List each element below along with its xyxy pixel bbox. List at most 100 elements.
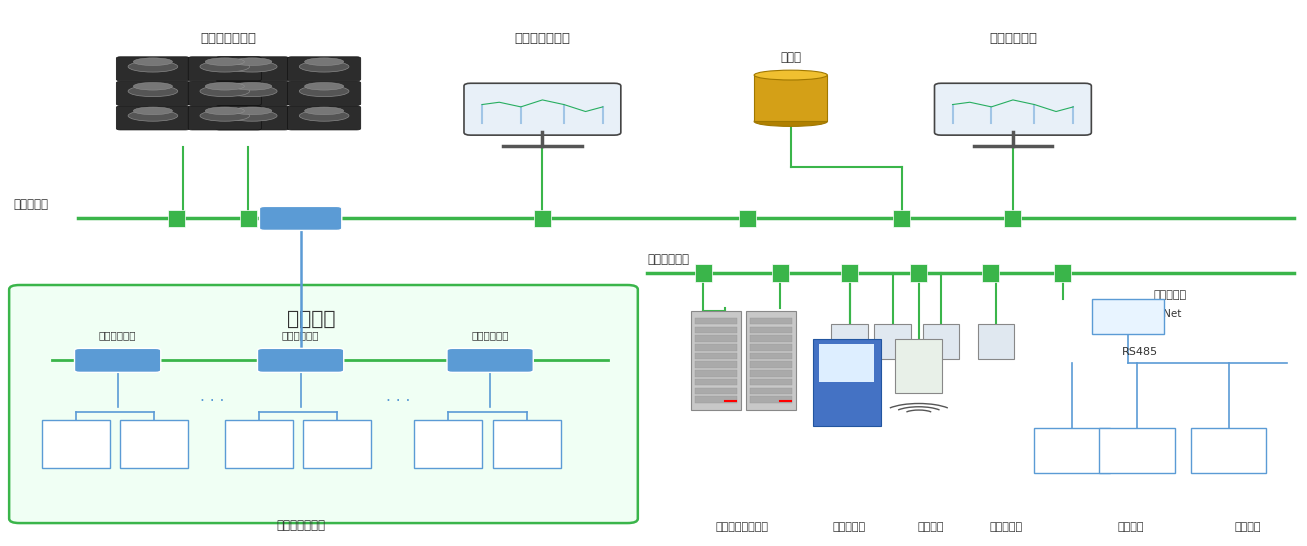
- Text: 通讯管理机: 通讯管理机: [1153, 290, 1187, 300]
- FancyBboxPatch shape: [188, 81, 261, 105]
- Ellipse shape: [133, 58, 173, 66]
- Bar: [750, 327, 792, 333]
- Ellipse shape: [200, 110, 250, 121]
- Bar: [167, 210, 186, 227]
- Bar: [695, 361, 737, 368]
- Bar: [1091, 299, 1163, 334]
- Bar: [695, 388, 737, 394]
- Ellipse shape: [227, 61, 277, 72]
- Text: 无线测温: 无线测温: [918, 523, 944, 532]
- Bar: [750, 353, 792, 359]
- Ellipse shape: [305, 82, 344, 90]
- FancyBboxPatch shape: [935, 83, 1091, 135]
- Ellipse shape: [200, 61, 250, 72]
- Bar: [695, 327, 737, 333]
- Bar: [691, 311, 741, 410]
- Bar: [120, 420, 188, 468]
- Text: 筱变测控: 筱变测控: [325, 440, 349, 449]
- Ellipse shape: [205, 82, 244, 90]
- Text: 风电场监控系统: 风电场监控系统: [515, 32, 570, 45]
- Text: 运维中心平台: 运维中心平台: [989, 32, 1036, 45]
- Bar: [819, 344, 874, 382]
- Ellipse shape: [233, 82, 272, 90]
- Ellipse shape: [305, 58, 344, 66]
- Text: 风机PLC: 风机PLC: [61, 440, 90, 449]
- Bar: [754, 75, 827, 122]
- FancyBboxPatch shape: [464, 83, 621, 135]
- Bar: [750, 344, 792, 351]
- Text: 温度、档位: 温度、档位: [989, 523, 1023, 532]
- FancyBboxPatch shape: [257, 348, 344, 372]
- Bar: [414, 420, 482, 468]
- Bar: [303, 420, 371, 468]
- Text: 智能设备: 智能设备: [1216, 446, 1242, 455]
- Bar: [894, 210, 910, 227]
- Text: 直流系统: 直流系统: [1124, 446, 1150, 455]
- Ellipse shape: [133, 82, 173, 90]
- Ellipse shape: [299, 110, 349, 121]
- Text: 其它设备: 其它设备: [1235, 523, 1261, 532]
- Bar: [750, 396, 792, 403]
- Text: · · ·: · · ·: [200, 394, 223, 409]
- Bar: [533, 210, 552, 227]
- FancyBboxPatch shape: [288, 81, 361, 105]
- Ellipse shape: [233, 58, 272, 66]
- Text: 环网光交换机: 环网光交换机: [282, 330, 319, 340]
- Bar: [750, 388, 792, 394]
- FancyBboxPatch shape: [116, 57, 190, 81]
- Bar: [923, 323, 959, 359]
- Bar: [493, 420, 561, 468]
- Text: 风机PLC: 风机PLC: [244, 440, 273, 449]
- FancyBboxPatch shape: [188, 57, 261, 81]
- Bar: [983, 264, 999, 282]
- FancyBboxPatch shape: [288, 57, 361, 81]
- Bar: [42, 420, 110, 468]
- Bar: [910, 264, 928, 282]
- Ellipse shape: [299, 86, 349, 97]
- Text: RS485: RS485: [1121, 347, 1158, 357]
- Ellipse shape: [128, 86, 178, 97]
- Ellipse shape: [128, 110, 178, 121]
- FancyBboxPatch shape: [116, 106, 190, 130]
- Ellipse shape: [233, 107, 272, 115]
- Ellipse shape: [133, 107, 173, 115]
- Text: 保护测控装置: 保护测控装置: [899, 375, 938, 384]
- FancyBboxPatch shape: [74, 348, 161, 372]
- Bar: [225, 420, 293, 468]
- FancyBboxPatch shape: [259, 206, 342, 230]
- Bar: [750, 370, 792, 377]
- FancyBboxPatch shape: [216, 81, 289, 105]
- Bar: [740, 210, 755, 227]
- Bar: [831, 323, 868, 359]
- Text: ANet: ANet: [1157, 309, 1183, 319]
- FancyBboxPatch shape: [116, 81, 190, 105]
- Text: 直流系统: 直流系统: [1117, 523, 1144, 532]
- Ellipse shape: [227, 110, 277, 121]
- Text: 风机PLC: 风机PLC: [434, 440, 463, 449]
- Ellipse shape: [205, 107, 244, 115]
- Bar: [750, 361, 792, 368]
- Bar: [842, 264, 857, 282]
- Bar: [874, 323, 911, 359]
- FancyBboxPatch shape: [216, 57, 289, 81]
- Text: 环网光交换机: 环网光交换机: [472, 330, 508, 340]
- Text: 主变、线路保护屏: 主变、线路保护屏: [716, 523, 769, 532]
- Bar: [1053, 264, 1070, 282]
- FancyBboxPatch shape: [188, 106, 261, 130]
- Bar: [695, 318, 737, 324]
- FancyBboxPatch shape: [216, 106, 289, 130]
- Ellipse shape: [754, 70, 827, 80]
- Text: 筱变测控: 筱变测控: [515, 440, 538, 449]
- FancyBboxPatch shape: [9, 285, 638, 523]
- Bar: [240, 210, 256, 227]
- Bar: [750, 335, 792, 342]
- Bar: [750, 318, 792, 324]
- Text: 环网光交换机: 环网光交换机: [99, 330, 136, 340]
- Text: 中心以太网: 中心以太网: [13, 198, 48, 211]
- Bar: [695, 335, 737, 342]
- Ellipse shape: [128, 61, 178, 72]
- FancyBboxPatch shape: [447, 348, 533, 372]
- Ellipse shape: [305, 107, 344, 115]
- Text: · · ·: · · ·: [387, 394, 410, 409]
- Text: 防火墙: 防火墙: [780, 51, 801, 64]
